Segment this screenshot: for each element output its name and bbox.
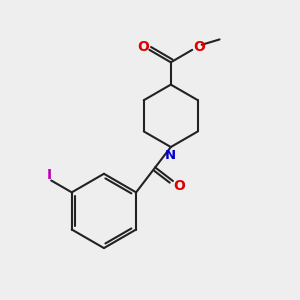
Text: N: N (165, 148, 176, 161)
Text: O: O (174, 179, 185, 193)
Text: I: I (47, 168, 52, 182)
Text: O: O (137, 40, 149, 54)
Text: O: O (193, 40, 205, 54)
